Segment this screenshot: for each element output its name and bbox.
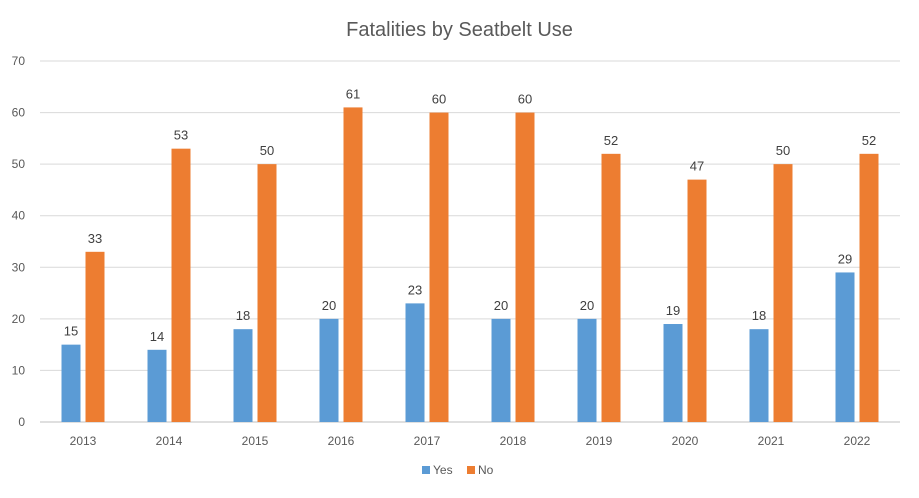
bar-yes-2022 xyxy=(835,272,855,422)
legend: Yes No xyxy=(422,463,494,477)
data-label-yes-2015: 18 xyxy=(236,308,250,323)
data-label-no-2013: 33 xyxy=(88,231,102,246)
y-tick-label: 10 xyxy=(12,363,26,377)
x-axis-ticks: 2013 2014 2015 2016 2017 2018 2019 2020 2021 2022 xyxy=(70,434,871,448)
legend-swatch-yes xyxy=(422,466,430,474)
bar-no-2022 xyxy=(859,153,879,423)
x-tick-label: 2017 xyxy=(414,434,441,448)
data-label-yes-2016: 20 xyxy=(322,298,336,313)
data-label-yes-2019: 20 xyxy=(580,298,594,313)
x-tick-label: 2015 xyxy=(242,434,269,448)
bar-yes-2021 xyxy=(749,329,769,422)
data-label-no-2022: 52 xyxy=(862,133,876,148)
x-tick-label: 2013 xyxy=(70,434,97,448)
bar-yes-2020 xyxy=(663,324,683,422)
bar-no-2019 xyxy=(601,153,621,423)
y-tick-label: 0 xyxy=(18,415,25,429)
bar-yes-2019 xyxy=(577,318,597,422)
legend-label-no: No xyxy=(478,463,494,477)
x-tick-label: 2022 xyxy=(844,434,871,448)
data-label-no-2020: 47 xyxy=(690,159,704,174)
data-label-no-2021: 50 xyxy=(776,143,790,158)
x-tick-label: 2014 xyxy=(156,434,183,448)
data-labels: 15 33 14 53 18 50 20 61 23 60 20 60 20 52 19 47 18 50 29 52 xyxy=(64,86,876,343)
x-tick-label: 2020 xyxy=(672,434,699,448)
x-tick-label: 2018 xyxy=(500,434,527,448)
bar-yes-2014 xyxy=(147,349,167,422)
y-axis-ticks: 0 10 20 30 40 50 60 70 xyxy=(12,54,26,429)
y-tick-label: 20 xyxy=(12,312,26,326)
data-label-yes-2018: 20 xyxy=(494,298,508,313)
data-label-no-2016: 61 xyxy=(346,86,360,101)
bar-yes-2013 xyxy=(61,344,81,422)
data-label-no-2017: 60 xyxy=(432,92,446,107)
chart-title: Fatalities by Seatbelt Use xyxy=(346,19,573,41)
data-label-no-2014: 53 xyxy=(174,128,188,143)
bar-no-2020 xyxy=(687,179,707,422)
x-tick-label: 2016 xyxy=(328,434,355,448)
bar-yes-2015 xyxy=(233,329,253,422)
data-label-yes-2013: 15 xyxy=(64,324,78,339)
bar-no-2013 xyxy=(85,251,105,422)
bar-no-2016 xyxy=(343,107,363,423)
y-tick-label: 40 xyxy=(12,209,26,223)
bar-yes-2016 xyxy=(319,318,339,422)
data-label-yes-2022: 29 xyxy=(838,251,852,266)
gridlines xyxy=(40,60,900,423)
data-label-no-2019: 52 xyxy=(604,133,618,148)
bar-no-2014 xyxy=(171,148,191,422)
x-tick-label: 2021 xyxy=(758,434,785,448)
data-label-yes-2020: 19 xyxy=(666,303,680,318)
y-tick-label: 60 xyxy=(12,106,26,120)
bar-yes-2017 xyxy=(405,303,425,422)
bars xyxy=(61,107,879,423)
y-tick-label: 50 xyxy=(12,157,26,171)
data-label-yes-2021: 18 xyxy=(752,308,766,323)
x-tick-label: 2019 xyxy=(586,434,613,448)
data-label-yes-2014: 14 xyxy=(150,329,164,344)
bar-no-2018 xyxy=(515,112,535,423)
bar-no-2021 xyxy=(773,164,793,422)
bar-no-2015 xyxy=(257,164,277,422)
legend-label-yes: Yes xyxy=(433,463,453,477)
data-label-no-2018: 60 xyxy=(518,92,532,107)
legend-swatch-no xyxy=(467,466,475,474)
data-label-no-2015: 50 xyxy=(260,143,274,158)
bar-no-2017 xyxy=(429,112,449,423)
y-tick-label: 30 xyxy=(12,260,26,274)
y-tick-label: 70 xyxy=(12,54,26,68)
bar-yes-2018 xyxy=(491,318,511,422)
data-label-yes-2017: 23 xyxy=(408,282,422,297)
